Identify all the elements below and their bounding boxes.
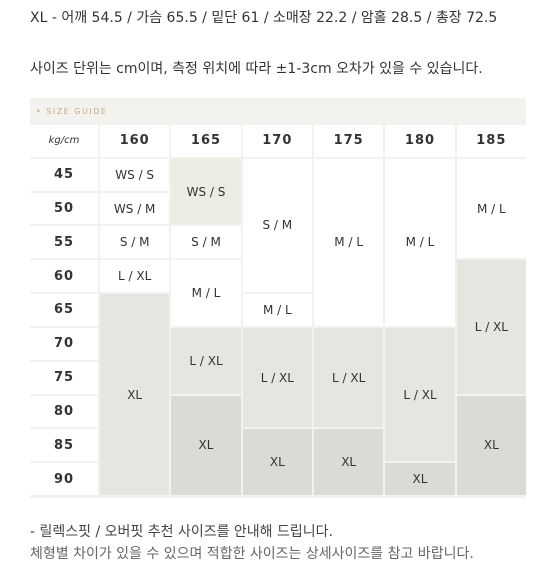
weight-label: 90: [30, 463, 98, 495]
height-header: 185: [456, 125, 526, 157]
size-cell: WS / S: [100, 158, 170, 191]
height-header: 175: [314, 125, 384, 157]
measurement-text: XL - 어깨 54.5 / 가슴 65.5 / 밑단 61 / 소매장 22.…: [30, 10, 498, 26]
weight-label: 65: [30, 294, 98, 326]
size-cell: M / L: [385, 158, 455, 326]
size-cell: S / M: [100, 226, 170, 259]
size-cell: XL: [100, 294, 170, 495]
weight-label: 55: [30, 226, 98, 259]
size-cell: XL: [314, 429, 384, 495]
weight-label: 70: [30, 327, 98, 360]
size-cell: S / M: [171, 226, 241, 259]
height-header: 180: [385, 125, 455, 157]
weight-label: 75: [30, 361, 98, 394]
size-note-text: 사이즈 단위는 cm이며, 측정 위치에 따라 ±1-3cm 오차가 있을 수 …: [30, 61, 483, 77]
size-cell: XL: [171, 395, 241, 495]
size-cell: XL: [456, 395, 526, 495]
weight-label: 50: [30, 192, 98, 225]
body-type-note-text: 체형별 차이가 있을 수 있으며 적합한 사이즈는 상세사이즈를 참고 바랍니다…: [30, 546, 474, 562]
size-cell: M / L: [242, 294, 312, 326]
weight-label: 80: [30, 395, 98, 428]
size-cell: S / M: [242, 158, 312, 293]
weight-label: 45: [30, 158, 98, 191]
size-guide-title: • SIZE GUIDE: [36, 107, 108, 116]
size-cell: L / XL: [456, 260, 526, 394]
size-cell: WS / M: [100, 192, 170, 225]
height-header: 165: [171, 125, 241, 157]
weight-label: 60: [30, 260, 98, 293]
size-cell: L / XL: [100, 260, 170, 293]
size-cell: XL: [242, 429, 312, 495]
weight-label: 85: [30, 429, 98, 462]
height-header: 160: [100, 125, 170, 157]
size-cell: XL: [385, 463, 455, 495]
corner-label: kg/cm: [30, 125, 98, 157]
size-cell: L / XL: [242, 327, 312, 428]
size-cell: L / XL: [171, 327, 241, 394]
size-cell: L / XL: [314, 327, 384, 428]
height-header: 170: [242, 125, 312, 157]
size-cell: L / XL: [385, 327, 455, 462]
size-cell: WS / S: [171, 158, 241, 225]
size-cell: M / L: [171, 260, 241, 326]
size-cell: M / L: [456, 158, 526, 259]
fit-recommendation-text: - 릴렉스핏 / 오버핏 추천 사이즈를 안내해 드립니다.: [30, 524, 333, 540]
size-cell: M / L: [314, 158, 384, 326]
size-guide-table: • SIZE GUIDE kg/cm 160 165 170 175 180 1…: [30, 98, 526, 498]
